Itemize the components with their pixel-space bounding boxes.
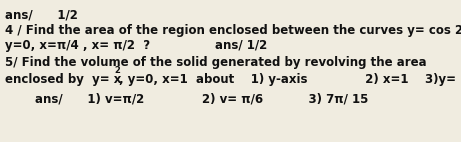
- Text: ans/      1/2: ans/ 1/2: [5, 9, 78, 22]
- Text: ans/ 1/2: ans/ 1/2: [215, 39, 267, 52]
- Text: ans/      1) v=π/2              2) v= π/6           3) 7π/ 15: ans/ 1) v=π/2 2) v= π/6 3) 7π/ 15: [35, 92, 368, 105]
- Text: y=0, x=π/4 , x= π/2  ?: y=0, x=π/4 , x= π/2 ?: [5, 39, 150, 52]
- Text: 5/ Find the volume of the solid generated by revolving the area: 5/ Find the volume of the solid generate…: [5, 56, 426, 69]
- Text: 4 / Find the area of the region enclosed between the curves y= cos 2x ,: 4 / Find the area of the region enclosed…: [5, 24, 461, 37]
- Text: , y=0, x=1  about    1) y-axis              2) x=1    3)y=: , y=0, x=1 about 1) y-axis 2) x=1 3)y=: [119, 73, 456, 86]
- Text: 2: 2: [114, 66, 120, 75]
- Text: enclosed by  y= x: enclosed by y= x: [5, 73, 121, 86]
